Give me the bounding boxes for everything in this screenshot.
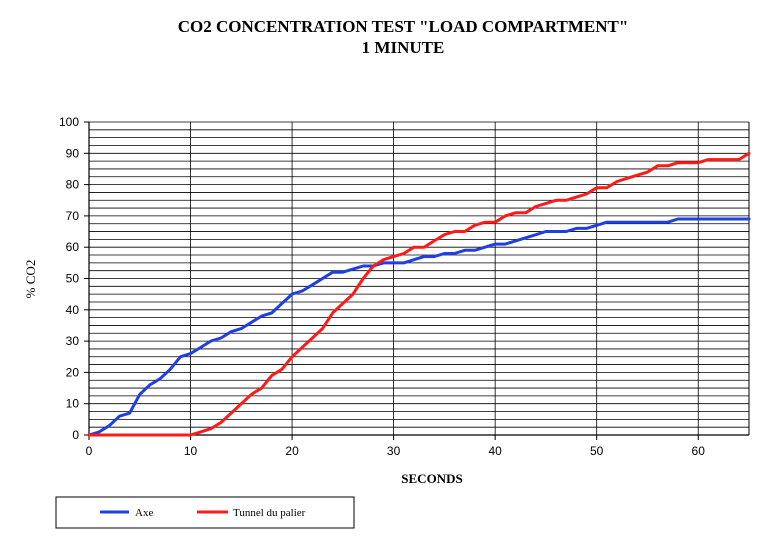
y-tick-label: 20 xyxy=(66,365,80,379)
y-tick-label: 80 xyxy=(66,178,80,192)
x-tick-label: 40 xyxy=(488,444,502,458)
legend-label-tunnel: Tunnel du palier xyxy=(233,507,306,519)
x-tick-label: 20 xyxy=(285,444,299,458)
tick-labels: 0 10 20 30 40 50 60 70 80 90 100 0 10 20 30 40 50 60 xyxy=(59,115,705,458)
y-tick-label: 10 xyxy=(66,397,80,411)
y-tick-label: 30 xyxy=(66,334,80,348)
axes xyxy=(84,121,750,440)
series-line-axe xyxy=(87,217,751,437)
x-axis-label: SECONDS xyxy=(401,471,462,486)
chart-subtitle: 1 MINUTE xyxy=(362,38,445,57)
legend-label-axe: Axe xyxy=(135,507,153,519)
y-tick-label: 60 xyxy=(66,240,80,254)
y-tick-label: 40 xyxy=(66,303,80,317)
x-tick-label: 50 xyxy=(590,444,604,458)
series-line-tunnel-du-palier xyxy=(87,151,751,437)
y-tick-label: 90 xyxy=(66,146,80,160)
y-tick-label: 70 xyxy=(66,209,80,223)
y-tick-label: 50 xyxy=(66,272,80,286)
y-axis-label: % CO2 xyxy=(23,260,38,299)
series-lines xyxy=(87,151,751,437)
x-tick-label: 10 xyxy=(184,444,198,458)
y-tick-label: 0 xyxy=(72,428,79,442)
x-tick-label: 60 xyxy=(692,444,706,458)
legend: Axe Tunnel du palier xyxy=(55,496,355,529)
y-tick-label: 100 xyxy=(59,115,79,129)
x-tick-label: 0 xyxy=(86,444,93,458)
x-tick-label: 30 xyxy=(387,444,401,458)
chart-title: CO2 CONCENTRATION TEST "LOAD COMPARTMENT… xyxy=(178,17,629,36)
